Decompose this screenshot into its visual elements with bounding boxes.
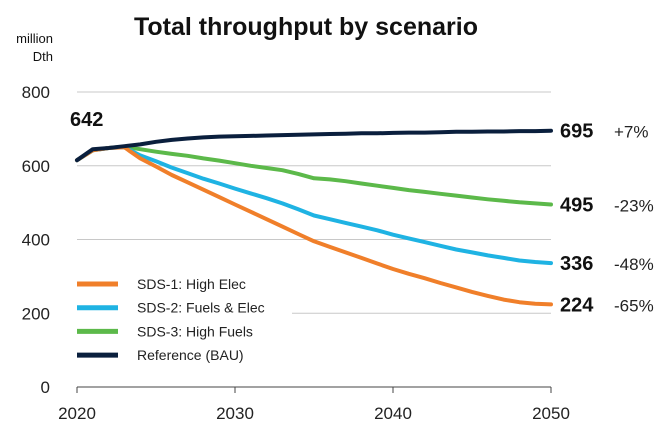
x-tick-label: 2030 bbox=[216, 404, 254, 423]
end-value-label: 336 bbox=[560, 253, 593, 275]
end-value-label: 224 bbox=[560, 294, 594, 316]
series-line-2 bbox=[75, 145, 553, 266]
start-value-label: 642 bbox=[70, 109, 103, 131]
x-tick-label: 2050 bbox=[532, 404, 570, 423]
y-unit-label-line1: million bbox=[16, 31, 53, 46]
series-line-1 bbox=[75, 145, 553, 307]
x-tick-label: 2040 bbox=[374, 404, 412, 423]
legend-label: SDS-2: Fuels & Elec bbox=[137, 300, 265, 316]
series-line-3 bbox=[75, 144, 553, 207]
legend-label: SDS-1: High Elec bbox=[137, 276, 246, 292]
percent-change-label: +7% bbox=[614, 123, 649, 142]
y-tick-label: 800 bbox=[22, 83, 50, 102]
legend-label: SDS-3: High Fuels bbox=[137, 323, 253, 339]
legend-label: Reference (BAU) bbox=[137, 347, 244, 363]
y-tick-label: 600 bbox=[22, 157, 50, 176]
end-value-label: 695 bbox=[560, 121, 593, 143]
y-tick-label: 400 bbox=[22, 231, 50, 250]
y-tick-label: 200 bbox=[22, 304, 50, 323]
chart-title: Total throughput by scenario bbox=[134, 13, 478, 41]
series-line-4 bbox=[75, 128, 553, 163]
percent-change-label: -48% bbox=[614, 255, 654, 274]
percent-change-label: -65% bbox=[614, 296, 654, 315]
y-unit-label-line2: Dth bbox=[33, 49, 53, 64]
y-tick-label: 0 bbox=[41, 378, 50, 397]
end-value-label: 495 bbox=[560, 194, 593, 216]
percent-change-label: -23% bbox=[614, 196, 654, 215]
x-tick-label: 2020 bbox=[58, 404, 96, 423]
